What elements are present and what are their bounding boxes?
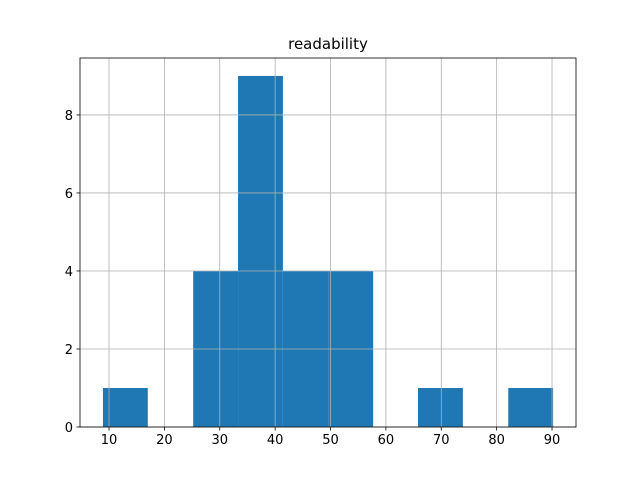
y-tick-label: 8 (65, 109, 73, 124)
x-tick-label: 90 (544, 433, 561, 448)
chart-title: readability (288, 35, 368, 53)
y-tick-label: 4 (65, 265, 73, 280)
bar (238, 75, 283, 427)
bar (102, 387, 148, 427)
plot-frame (79, 57, 577, 428)
x-tick-label: 70 (433, 433, 450, 448)
x-tick-label: 10 (101, 433, 118, 448)
x-tick-label: 40 (267, 433, 284, 448)
y-tick-label: 0 (65, 421, 73, 436)
x-tick-label: 80 (488, 433, 505, 448)
x-tick-label: 30 (211, 433, 228, 448)
y-tick-label: 6 (65, 187, 73, 202)
x-tick-label: 20 (156, 433, 173, 448)
x-tick-label: 60 (378, 433, 395, 448)
bar (508, 387, 554, 427)
x-tick-label: 50 (322, 433, 339, 448)
bar (418, 387, 463, 427)
y-tick-label: 2 (65, 343, 73, 358)
